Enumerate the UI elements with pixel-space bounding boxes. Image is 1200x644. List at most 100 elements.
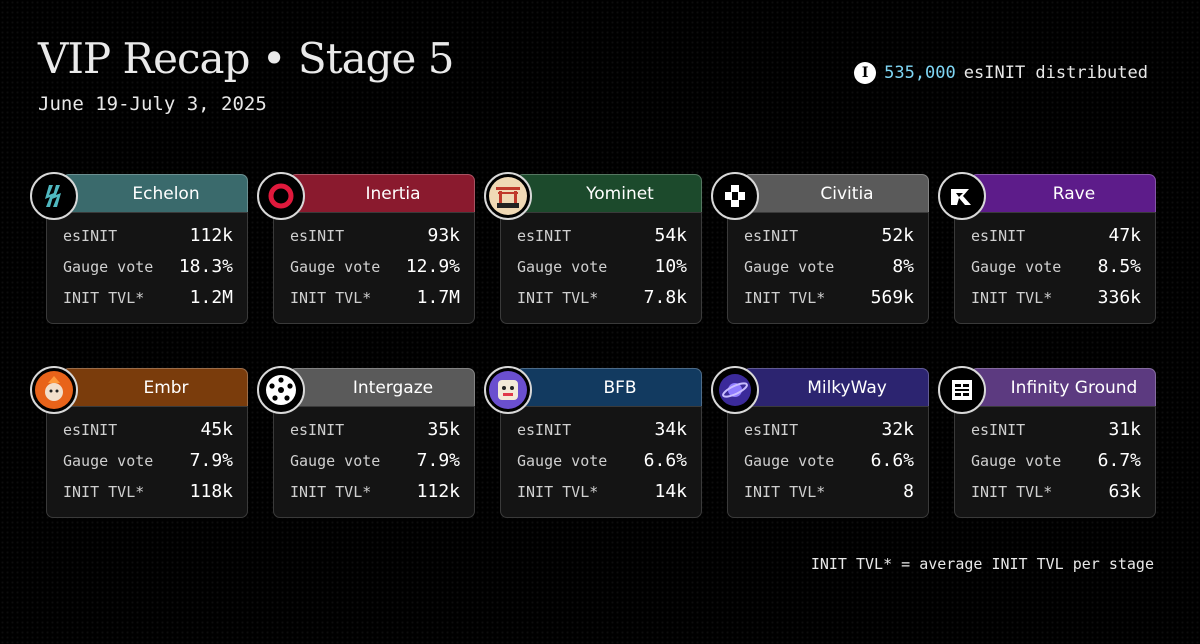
bfb-logo-icon (484, 366, 532, 414)
gauge-vote-label: Gauge vote (971, 258, 1062, 276)
project-name: Infinity Ground (1010, 377, 1138, 398)
project-card-intergaze: Intergaze esINIT 35k Gauge vote 7.9% INIT … (257, 366, 475, 518)
project-name: Embr (143, 377, 189, 398)
init-tvl-label: INIT TVL* (290, 289, 372, 307)
card-body: esINIT 34k Gauge vote 6.6% INIT TVL* 14k (500, 406, 702, 518)
project-card-inertia: Inertia esINIT 93k Gauge vote 12.9% INIT T… (257, 172, 475, 324)
date-range: June 19-July 3, 2025 (38, 93, 267, 115)
page-title: VIP Recap • Stage 5 (38, 34, 454, 83)
init-tvl-value: 63k (1108, 481, 1141, 502)
init-tvl-value: 569k (870, 287, 914, 308)
card-body: esINIT 54k Gauge vote 10% INIT TVL* 7.8k (500, 212, 702, 324)
esinit-label: esINIT (517, 227, 572, 245)
gauge-vote-value: 6.7% (1097, 450, 1141, 471)
esinit-label: esINIT (517, 421, 572, 439)
init-tvl-label: INIT TVL* (517, 483, 599, 501)
footnote: INIT TVL* = average INIT TVL per stage (810, 555, 1154, 573)
card-body: esINIT 112k Gauge vote 18.3% INIT TVL* 1.2M (46, 212, 248, 324)
esinit-label: esINIT (744, 421, 799, 439)
card-header: Embr (62, 368, 248, 406)
card-body: esINIT 52k Gauge vote 8% INIT TVL* 569k (727, 212, 929, 324)
project-name: Civitia (820, 183, 874, 204)
gauge-vote-label: Gauge vote (517, 258, 608, 276)
card-body: esINIT 31k Gauge vote 6.7% INIT TVL* 63k (954, 406, 1156, 518)
init-tvl-label: INIT TVL* (971, 483, 1053, 501)
milkyway-logo-icon (711, 366, 759, 414)
init-tvl-label: INIT TVL* (744, 483, 826, 501)
gauge-vote-label: Gauge vote (971, 452, 1062, 470)
card-header: Echelon (62, 174, 248, 212)
yominet-logo-icon (484, 172, 532, 220)
gauge-vote-value: 18.3% (178, 256, 233, 277)
embr-logo-icon (30, 366, 78, 414)
init-tvl-value: 1.2M (189, 287, 233, 308)
project-card-yominet: Yominet esINIT 54k Gauge vote 10% INIT TVL… (484, 172, 702, 324)
inertia-logo-icon (257, 172, 305, 220)
init-tvl-value: 1.7M (416, 287, 460, 308)
card-body: esINIT 45k Gauge vote 7.9% INIT TVL* 118k (46, 406, 248, 518)
project-name: Intergaze (352, 377, 434, 398)
project-card-bfb: BFB esINIT 34k Gauge vote 6.6% INIT TVL* 14… (484, 366, 702, 518)
card-header: Intergaze (289, 368, 475, 406)
gauge-vote-label: Gauge vote (744, 258, 835, 276)
gauge-vote-value: 6.6% (643, 450, 687, 471)
gauge-vote-label: Gauge vote (63, 258, 154, 276)
init-tvl-label: INIT TVL* (63, 483, 145, 501)
init-tvl-label: INIT TVL* (971, 289, 1053, 307)
civitia-logo-icon (711, 172, 759, 220)
gauge-vote-value: 7.9% (189, 450, 233, 471)
gauge-vote-label: Gauge vote (744, 452, 835, 470)
project-card-rave: Rave esINIT 47k Gauge vote 8.5% INIT TVL* 3… (938, 172, 1156, 324)
esinit-label: esINIT (63, 227, 118, 245)
infinity-ground-logo-icon (938, 366, 986, 414)
esinit-value: 112k (189, 225, 233, 246)
esinit-value: 47k (1108, 225, 1141, 246)
init-tvl-value: 112k (416, 481, 460, 502)
init-tvl-value: 336k (1097, 287, 1141, 308)
distribution-summary: I 535,000 esINIT distributed (854, 62, 1148, 84)
esinit-label: esINIT (63, 421, 118, 439)
card-body: esINIT 32k Gauge vote 6.6% INIT TVL* 8 (727, 406, 929, 518)
gauge-vote-value: 6.6% (870, 450, 914, 471)
card-header: Infinity Ground (970, 368, 1156, 406)
init-tvl-value: 7.8k (643, 287, 687, 308)
gauge-vote-label: Gauge vote (290, 452, 381, 470)
card-header: Inertia (289, 174, 475, 212)
gauge-vote-label: Gauge vote (63, 452, 154, 470)
project-card-embr: Embr esINIT 45k Gauge vote 7.9% INIT TVL* 1… (30, 366, 248, 518)
project-name: Inertia (365, 183, 421, 204)
card-header: Rave (970, 174, 1156, 212)
init-tvl-label: INIT TVL* (744, 289, 826, 307)
card-header: Civitia (743, 174, 929, 212)
card-header: BFB (516, 368, 702, 406)
esinit-label: esINIT (744, 227, 799, 245)
gauge-vote-label: Gauge vote (517, 452, 608, 470)
esinit-value: 54k (654, 225, 687, 246)
gauge-vote-value: 10% (654, 256, 687, 277)
esinit-value: 34k (654, 419, 687, 440)
intergaze-logo-icon (257, 366, 305, 414)
project-cards-grid: Echelon esINIT 112k Gauge vote 18.3% INIT … (30, 172, 1156, 524)
project-name: BFB (603, 377, 637, 398)
project-name: Echelon (132, 183, 200, 204)
init-tvl-label: INIT TVL* (290, 483, 372, 501)
init-tvl-value: 118k (189, 481, 233, 502)
card-header: Yominet (516, 174, 702, 212)
gauge-vote-value: 12.9% (405, 256, 460, 277)
esinit-label: esINIT (971, 227, 1026, 245)
card-header: MilkyWay (743, 368, 929, 406)
init-tvl-value: 8 (903, 481, 914, 502)
esinit-value: 45k (200, 419, 233, 440)
esinit-value: 31k (1108, 419, 1141, 440)
esinit-value: 52k (881, 225, 914, 246)
esinit-label: esINIT (290, 227, 345, 245)
project-name: Yominet (586, 183, 654, 204)
card-body: esINIT 35k Gauge vote 7.9% INIT TVL* 112k (273, 406, 475, 518)
project-name: Rave (1052, 183, 1096, 204)
project-card-milkyway: MilkyWay esINIT 32k Gauge vote 6.6% INIT T… (711, 366, 929, 518)
project-card-infinity-ground: Infinity Ground esINIT 31k Gauge vote 6.7%… (938, 366, 1156, 518)
project-card-civitia: Civitia esINIT 52k Gauge vote 8% INIT TVL*… (711, 172, 929, 324)
esinit-label: esINIT (971, 421, 1026, 439)
esinit-value: 93k (427, 225, 460, 246)
gauge-vote-value: 8.5% (1097, 256, 1141, 277)
